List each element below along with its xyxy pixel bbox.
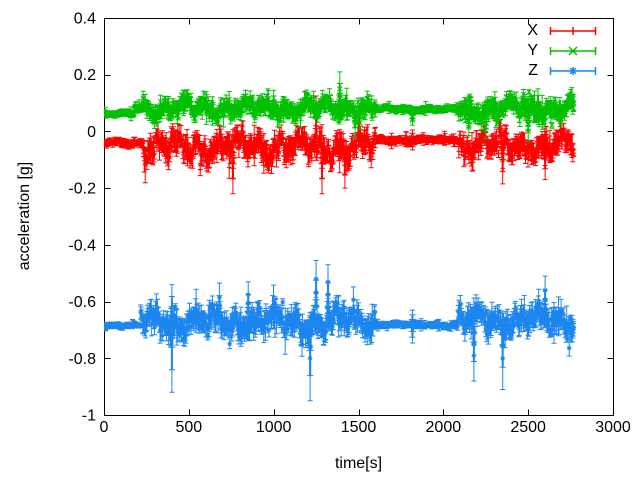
svg-text:1000: 1000 <box>256 419 292 436</box>
svg-text:0: 0 <box>87 124 96 141</box>
svg-text:-0.8: -0.8 <box>68 351 96 368</box>
legend-entry-x: X <box>527 21 597 41</box>
legend-entry-y: Y <box>527 41 597 61</box>
svg-text:3000: 3000 <box>595 419 631 436</box>
y-axis-title: acceleration [g] <box>16 161 33 271</box>
legend-label-x: X <box>527 22 538 39</box>
x-axis-title: time[s] <box>334 455 383 472</box>
svg-text:-0.2: -0.2 <box>68 181 96 198</box>
legend: X Y Z <box>527 21 597 81</box>
svg-text:-0.6: -0.6 <box>68 294 96 311</box>
legend-label-y: Y <box>527 42 538 59</box>
svg-text:2000: 2000 <box>426 419 462 436</box>
legend-sample-z-icon <box>549 67 597 75</box>
svg-text:-0.4: -0.4 <box>68 237 96 254</box>
svg-text:0.4: 0.4 <box>74 11 96 28</box>
legend-sample-x-icon <box>549 27 597 35</box>
legend-label-z: Z <box>528 62 538 79</box>
svg-text:-1: -1 <box>82 408 96 425</box>
svg-text:500: 500 <box>175 419 202 436</box>
svg-text:1500: 1500 <box>341 419 377 436</box>
legend-entry-z: Z <box>527 61 597 81</box>
svg-text:0: 0 <box>100 419 109 436</box>
svg-text:0.2: 0.2 <box>74 67 96 84</box>
legend-sample-y-icon <box>549 46 597 56</box>
svg-text:2500: 2500 <box>510 419 546 436</box>
